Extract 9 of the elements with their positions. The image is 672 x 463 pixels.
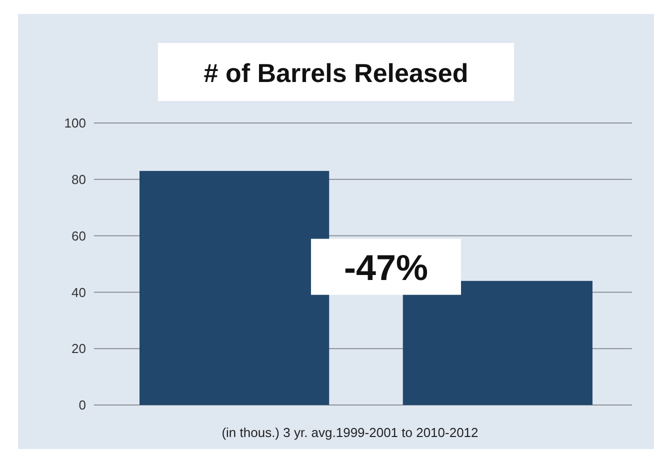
x-axis-title: (in thous.) 3 yr. avg.1999-2001 to 2010-2012 — [222, 425, 478, 440]
y-tick-label: 100 — [64, 116, 86, 131]
y-tick-label: 40 — [72, 284, 86, 300]
y-tick-label: 0 — [78, 398, 86, 413]
annotation: -47% — [344, 246, 428, 288]
y-tick-label: 20 — [72, 341, 86, 356]
y-tick-label: 60 — [72, 228, 86, 244]
chart-title: # of Barrels Released — [204, 58, 468, 88]
y-tick-label: 80 — [72, 172, 86, 187]
